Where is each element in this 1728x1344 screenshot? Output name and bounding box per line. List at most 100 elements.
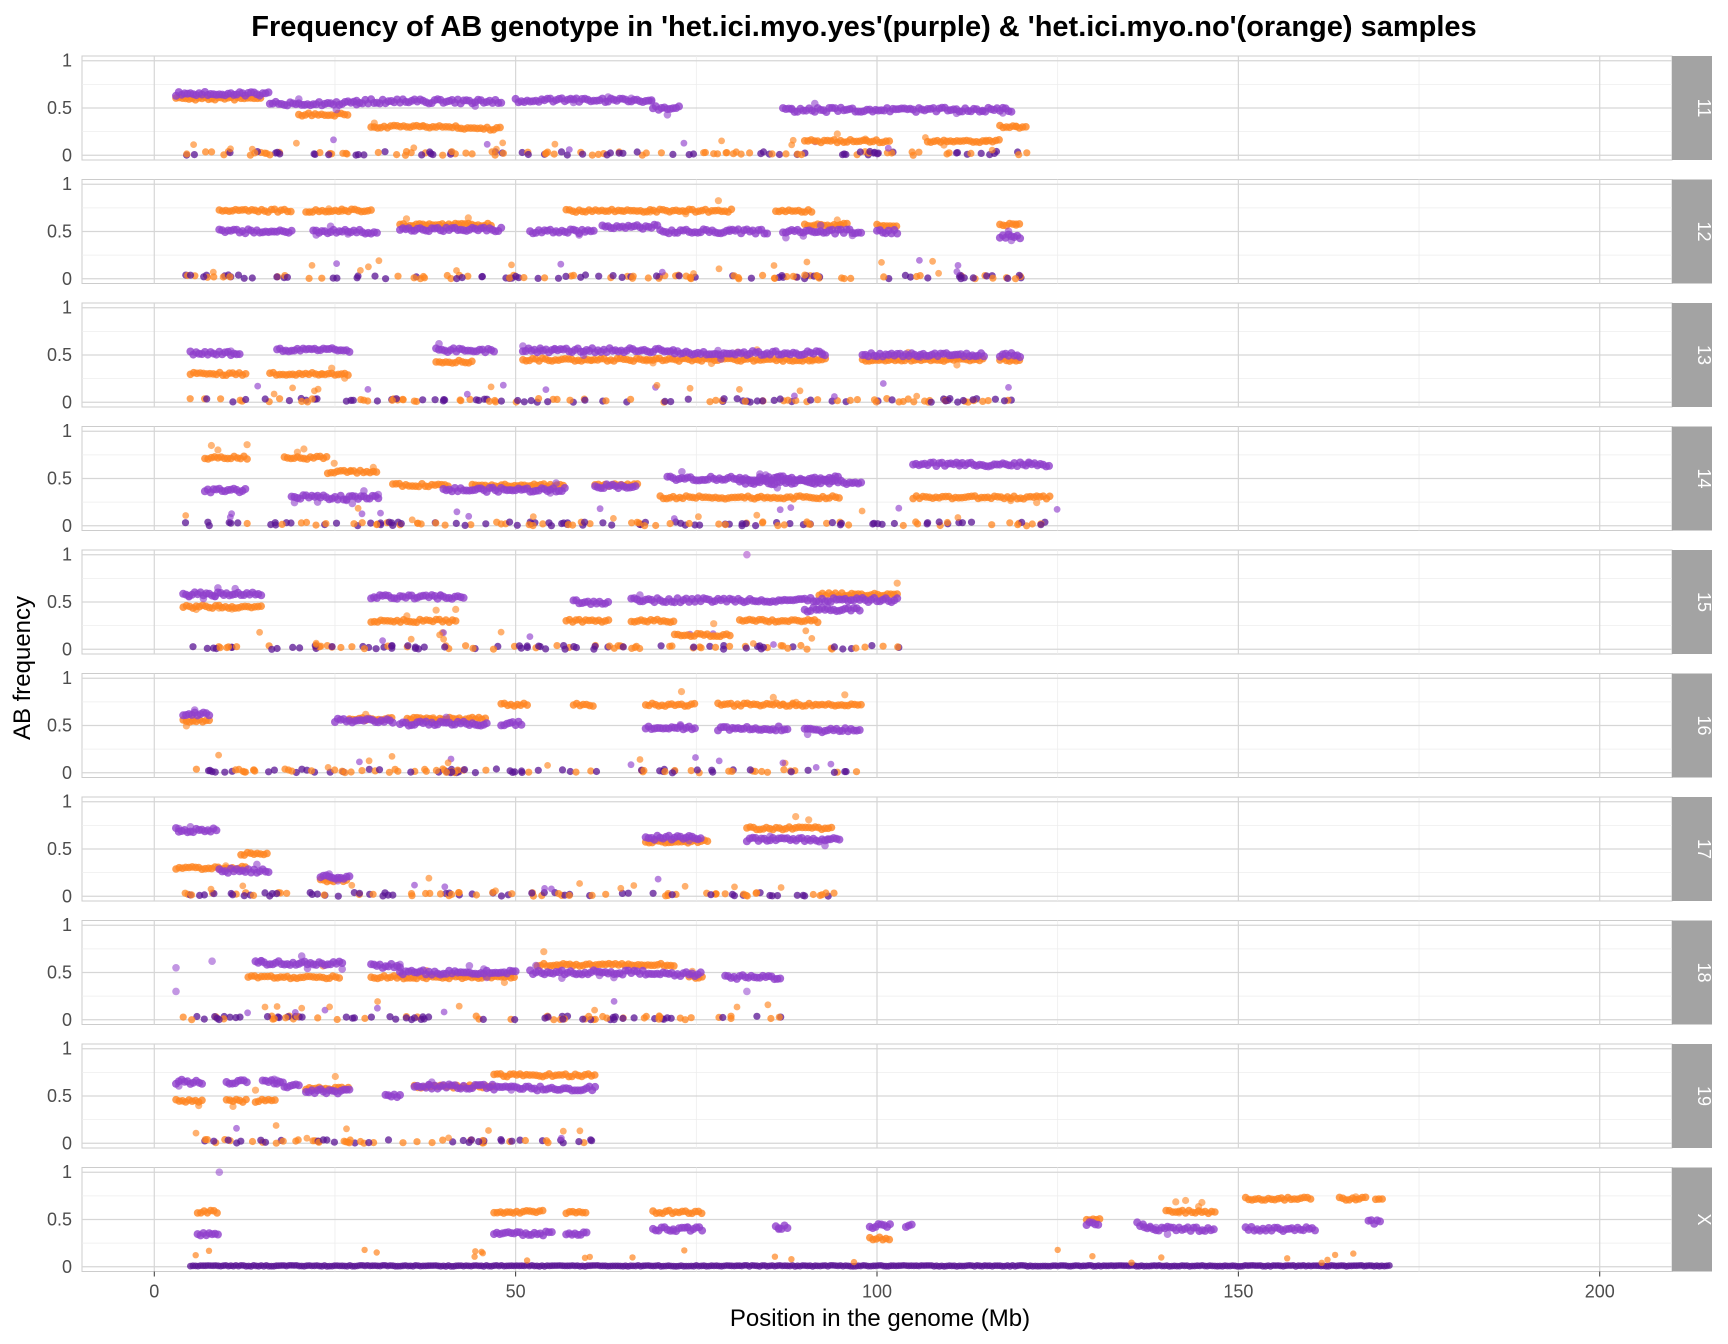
data-point: [497, 223, 506, 232]
data-point: [880, 273, 888, 281]
data-point: [358, 767, 366, 775]
data-point: [464, 272, 472, 280]
data-point: [207, 885, 215, 893]
data-point: [472, 1248, 479, 1255]
data-point: [619, 149, 627, 157]
data-point: [512, 272, 520, 280]
data-point: [1033, 499, 1041, 507]
data-point: [827, 823, 836, 832]
data-point: [629, 1254, 636, 1261]
data-point: [360, 487, 368, 495]
data-point: [235, 350, 244, 359]
data-point: [774, 522, 782, 530]
data-point: [326, 1003, 333, 1011]
data-point: [736, 386, 743, 393]
data-point: [657, 149, 666, 157]
data-point: [1015, 151, 1023, 159]
data-point: [300, 445, 308, 453]
facet-panel-X: 00.51X: [47, 1162, 1714, 1277]
data-point: [455, 889, 463, 897]
data-point: [331, 1072, 339, 1081]
data-point: [490, 347, 498, 356]
facet-strip: [1672, 179, 1712, 284]
data-point: [200, 273, 208, 281]
y-tick-label: 1: [62, 545, 72, 565]
data-point: [242, 1078, 251, 1087]
data-point: [431, 396, 439, 404]
data-point: [929, 257, 936, 265]
data-point: [200, 1015, 208, 1023]
data-point: [853, 396, 862, 404]
data-point: [407, 768, 415, 776]
data-point: [345, 872, 354, 881]
data-point: [396, 960, 404, 969]
y-tick-label: 1: [62, 421, 72, 441]
data-point: [714, 197, 723, 205]
data-point: [566, 396, 574, 404]
data-point: [500, 978, 508, 987]
data-point: [850, 1258, 858, 1266]
data-point: [967, 518, 976, 526]
facet-panels: 00.511100.511200.511300.511400.511500.51…: [47, 51, 1714, 1277]
facet-strip: [1672, 56, 1712, 160]
data-point: [743, 550, 751, 559]
data-point: [399, 1139, 407, 1147]
data-point: [977, 149, 985, 157]
y-tick-label: 1: [62, 298, 72, 318]
data-point: [443, 271, 451, 280]
data-point: [381, 148, 389, 156]
data-point: [493, 145, 500, 153]
data-point: [787, 504, 795, 511]
facet-strip-label: 12: [1694, 221, 1714, 241]
data-point: [227, 519, 235, 527]
data-point: [243, 519, 251, 528]
data-point: [753, 397, 761, 405]
data-point: [816, 221, 825, 230]
data-point: [465, 512, 473, 520]
data-point: [776, 506, 784, 514]
y-tick-label: 0: [62, 1133, 72, 1153]
data-point: [203, 1136, 211, 1144]
data-point: [743, 892, 751, 900]
data-point: [916, 257, 923, 264]
data-point: [369, 890, 377, 898]
data-point: [632, 642, 641, 650]
data-point: [377, 509, 384, 517]
data-point: [807, 396, 815, 404]
data-point: [215, 751, 223, 759]
data-point: [542, 149, 550, 157]
data-point: [506, 518, 514, 526]
data-point: [478, 1248, 485, 1256]
data-point: [915, 148, 923, 156]
data-point: [462, 149, 470, 157]
data-point: [661, 768, 669, 776]
data-point: [325, 151, 333, 159]
data-point: [468, 150, 476, 158]
data-point: [670, 962, 678, 970]
data-point: [506, 274, 514, 282]
data-point: [338, 965, 347, 973]
data-point: [924, 519, 932, 527]
data-point: [179, 1013, 187, 1021]
data-point: [452, 605, 460, 614]
data-point: [241, 370, 250, 378]
facet-strip-label: 11: [1694, 99, 1714, 118]
data-point: [385, 768, 393, 776]
data-point: [448, 890, 456, 899]
data-point: [246, 151, 254, 159]
data-point: [599, 519, 607, 527]
data-point: [667, 398, 675, 406]
data-point: [389, 891, 397, 899]
data-point: [837, 519, 846, 527]
data-point: [885, 137, 894, 145]
data-point: [787, 768, 795, 776]
data-point: [373, 397, 381, 405]
data-point: [816, 891, 824, 900]
data-point: [407, 635, 415, 643]
data-point: [324, 764, 332, 771]
data-point: [640, 766, 648, 775]
data-point: [432, 606, 440, 614]
data-point: [203, 395, 211, 403]
data-point: [418, 151, 426, 159]
